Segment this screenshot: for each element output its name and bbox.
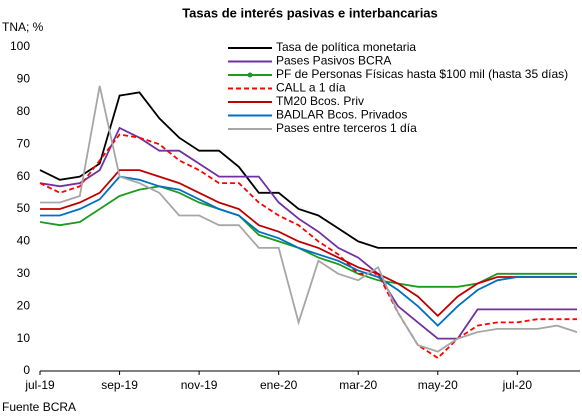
y-tick-label: 80	[17, 104, 31, 118]
y-tick-label: 10	[17, 331, 31, 345]
y-tick-label: 20	[17, 298, 31, 312]
legend-marker	[247, 72, 253, 78]
x-tick-label: nov-19	[181, 378, 218, 392]
legend-label: PF de Personas Físicas hasta $100 mil (h…	[276, 67, 568, 81]
legend-label: BADLAR Bcos. Privados	[276, 108, 407, 122]
y-tick-label: 40	[17, 234, 31, 248]
x-tick-label: mar-20	[339, 378, 377, 392]
chart-title: Tasas de interés pasivas e interbancaria…	[182, 5, 438, 20]
series-line	[40, 169, 577, 318]
y-tick-label: 50	[17, 201, 31, 215]
legend-label: Pases Pasivos BCRA	[276, 54, 391, 68]
y-tick-label: 30	[17, 266, 31, 280]
series-line	[39, 133, 577, 360]
y-tick-label: 60	[17, 169, 31, 183]
source: Fuente BCRA	[2, 400, 76, 414]
y-tick-label: 100	[10, 39, 30, 53]
y-tick-label: 90	[17, 72, 31, 86]
series-line	[39, 126, 577, 340]
legend-label: Pases entre terceros 1 día	[276, 121, 417, 135]
legend-label: CALL a 1 día	[276, 81, 346, 95]
legend-label: TM20 Bcos. Priv	[276, 94, 364, 108]
y-axis-label: TNA; %	[2, 20, 44, 34]
x-tick-label: jul-19	[24, 378, 55, 392]
legend-label: Tasa de política monetaria	[276, 40, 416, 54]
x-tick-label: may-20	[418, 378, 458, 392]
x-tick-label: jul-20	[502, 378, 533, 392]
y-tick-label: 0	[23, 363, 30, 377]
y-tick-label: 70	[17, 136, 31, 150]
series-line	[39, 185, 577, 288]
x-tick-label: sep-19	[101, 378, 138, 392]
x-tick-label: ene-20	[260, 378, 298, 392]
series-line	[40, 85, 578, 353]
series-line	[40, 175, 577, 327]
series-line	[39, 91, 577, 249]
